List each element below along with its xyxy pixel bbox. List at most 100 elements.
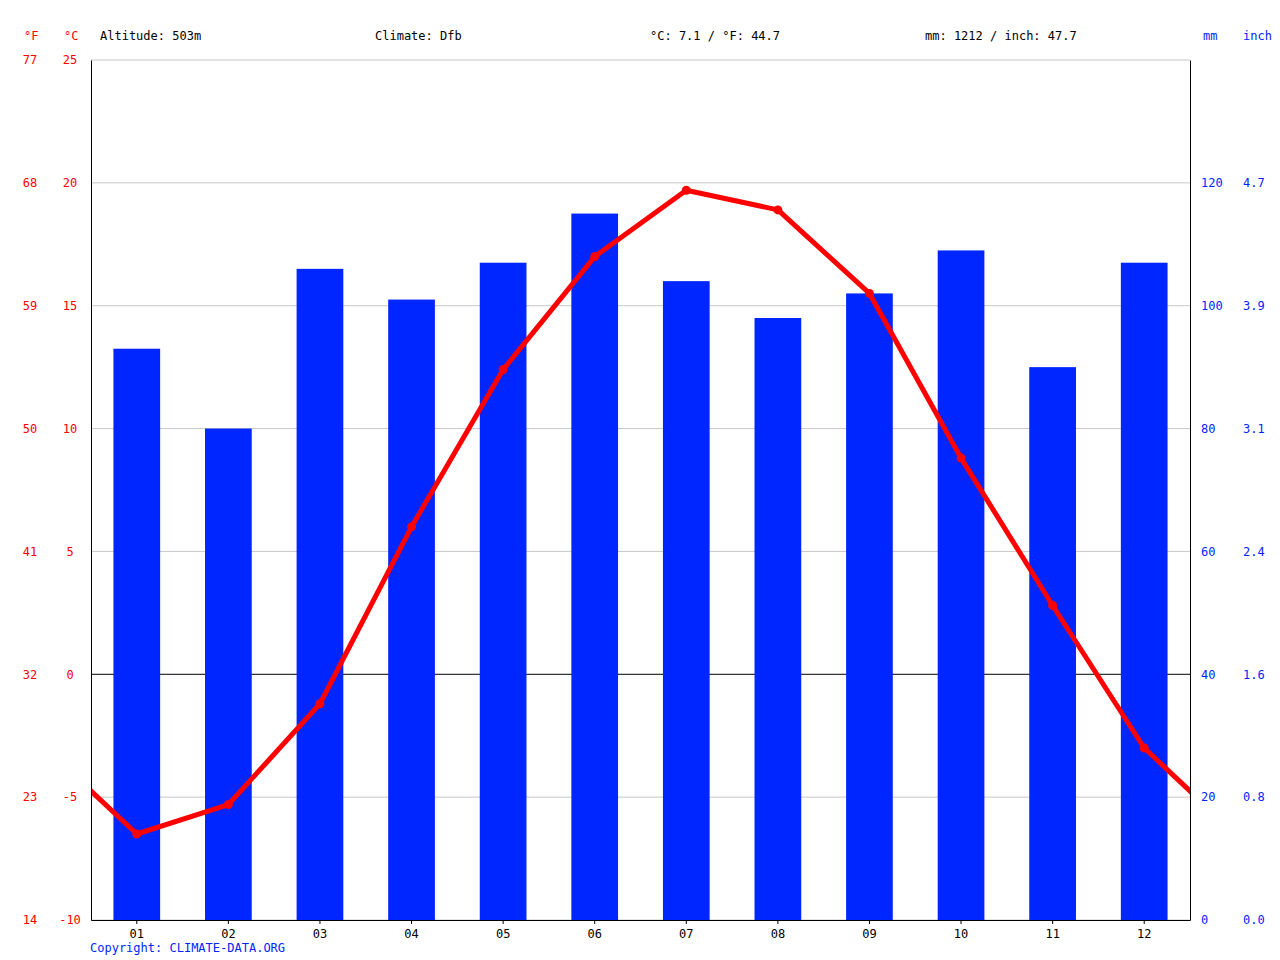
grid-line (91, 182, 1190, 183)
bar (113, 349, 160, 920)
y3-axis: 1423324150596877 (23, 53, 37, 927)
tick-mark (136, 920, 137, 924)
tick-label: 4.7 (1243, 176, 1265, 190)
tick: 06 (587, 920, 601, 941)
tick: 03 (313, 920, 327, 941)
axis-title: °C (64, 29, 78, 43)
tick-label: 0.0 (1243, 913, 1265, 927)
annotation: mm: 1212 / inch: 47.7 (925, 29, 1077, 43)
tick: 4.7 (1190, 176, 1265, 190)
bar (663, 281, 710, 920)
tick: 05 (496, 920, 510, 941)
marker (957, 454, 966, 463)
tick: 59 (23, 299, 37, 313)
tick: 3.1 (1190, 422, 1265, 436)
tick: 0 (1190, 913, 1208, 927)
plot-area (91, 186, 1190, 920)
tick-label: 23 (23, 790, 37, 804)
tick-label: 1.6 (1243, 668, 1265, 682)
tick-mark (686, 920, 687, 924)
tick-label: 80 (1201, 422, 1215, 436)
line-wrap (1144, 748, 1190, 834)
marker (773, 205, 782, 214)
tick-label: 0.8 (1243, 790, 1265, 804)
grid-line (91, 551, 1190, 552)
tick-mark (228, 920, 229, 924)
marker (1140, 744, 1149, 753)
tick-label: 59 (23, 299, 37, 313)
axis-line (91, 61, 92, 921)
tick-label: 07 (679, 927, 693, 941)
tick: 10 (63, 422, 91, 436)
bar (846, 293, 893, 920)
tick: 120 (1190, 176, 1223, 190)
annotation: Climate: Dfb (375, 29, 462, 43)
tick-label: 02 (221, 927, 235, 941)
axis-line (92, 920, 1191, 921)
tick-label: 10 (954, 927, 968, 941)
tick-label: 06 (587, 927, 601, 941)
tick: 07 (679, 920, 693, 941)
axis-title: °F (24, 29, 38, 43)
marker (132, 830, 141, 839)
tick-label: 100 (1201, 299, 1223, 313)
tick-label: 3.1 (1243, 422, 1265, 436)
grid-line (91, 60, 1190, 61)
tick-label: 01 (130, 927, 144, 941)
x-axis: 010203040506070809101112 (92, 920, 1191, 941)
marker (407, 522, 416, 531)
tick: 0.0 (1190, 913, 1265, 927)
marker (224, 800, 233, 809)
tick: 04 (404, 920, 418, 941)
tick: -5 (63, 790, 91, 804)
tick-label: 32 (23, 668, 37, 682)
tick: 32 (23, 668, 37, 682)
tick: 80 (1190, 422, 1215, 436)
tick: 100 (1190, 299, 1223, 313)
tick-label: 68 (23, 176, 37, 190)
tick: 40 (1190, 668, 1215, 682)
bar-series (113, 214, 1167, 920)
tick-label: 20 (63, 176, 77, 190)
tick-mark (319, 920, 320, 924)
y2-axis: 020406080100120 (1190, 61, 1223, 928)
tick-mark (411, 920, 412, 924)
tick: 0.8 (1190, 790, 1265, 804)
tick-label: 2.4 (1243, 545, 1265, 559)
tick: 08 (771, 920, 785, 941)
tick: 14 (23, 913, 37, 927)
tick-label: 50 (23, 422, 37, 436)
source: Copyright: CLIMATE-DATA.ORG (90, 941, 285, 955)
tick-mark (869, 920, 870, 924)
tick: 68 (23, 176, 37, 190)
tick-label: 12 (1137, 927, 1151, 941)
tick-label: -10 (59, 913, 81, 927)
tick: 41 (23, 545, 37, 559)
bar (1121, 263, 1168, 920)
tick-mark (1144, 920, 1145, 924)
line-series (91, 186, 1190, 839)
tick: 50 (23, 422, 37, 436)
tick-label: 09 (862, 927, 876, 941)
annotation: Altitude: 503m (100, 29, 201, 43)
tick: 01 (130, 920, 144, 941)
tick: 12 (1137, 920, 1151, 941)
bar (571, 214, 618, 920)
annotation: °C: 7.1 / °F: 44.7 (650, 29, 780, 43)
chart: -10-505101520251423324150596877020406080… (0, 0, 1280, 960)
grid-line (91, 305, 1190, 306)
tick-label: 41 (23, 545, 37, 559)
tick-label: 03 (313, 927, 327, 941)
tick: 23 (23, 790, 37, 804)
tick: 10 (954, 920, 968, 941)
marker (682, 186, 691, 195)
tick: 09 (862, 920, 876, 941)
tick: 15 (63, 299, 91, 313)
tick-label: 0 (66, 668, 73, 682)
tick: 20 (1190, 790, 1215, 804)
tick-label: 15 (63, 299, 77, 313)
bar (755, 318, 802, 920)
tick-label: 40 (1201, 668, 1215, 682)
tick: 1.6 (1190, 668, 1265, 682)
bar (938, 250, 985, 920)
